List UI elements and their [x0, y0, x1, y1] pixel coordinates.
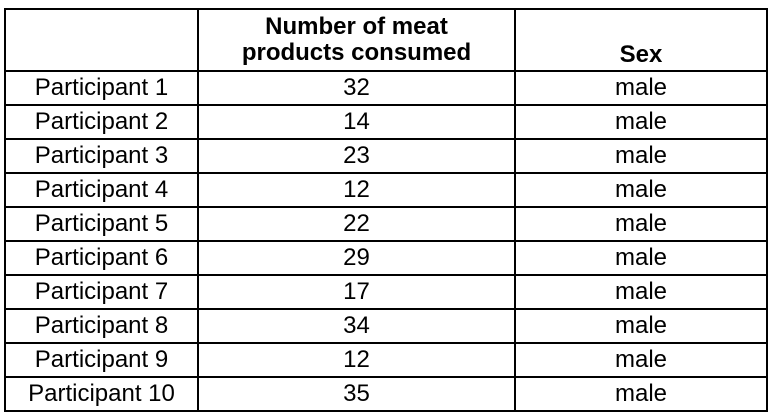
count-cell: 12	[197, 172, 516, 208]
participant-cell: Participant 8	[4, 308, 199, 344]
header-meat-products-line-1: Number of meat	[265, 13, 448, 40]
count-cell: 12	[197, 342, 516, 378]
header-meat-products: Number of meat products consumed	[197, 8, 516, 72]
sex-cell: male	[514, 206, 768, 242]
sex-cell: male	[514, 70, 768, 106]
sex-cell: male	[514, 138, 768, 174]
sex-cell: male	[514, 342, 768, 378]
table-row: Participant 7 17 male	[4, 274, 768, 310]
count-cell: 32	[197, 70, 516, 106]
header-row: Number of meat products consumed Sex	[4, 8, 768, 72]
participant-cell: Participant 3	[4, 138, 199, 174]
participant-cell: Participant 6	[4, 240, 199, 276]
table-row: Participant 4 12 male	[4, 172, 768, 208]
participant-cell: Participant 1	[4, 70, 199, 106]
count-cell: 14	[197, 104, 516, 140]
sex-cell: male	[514, 308, 768, 344]
table-row: Participant 5 22 male	[4, 206, 768, 242]
participant-cell: Participant 7	[4, 274, 199, 310]
participant-cell: Participant 2	[4, 104, 199, 140]
table-row: Participant 1 32 male	[4, 70, 768, 106]
header-meat-products-line-2: products consumed	[241, 39, 472, 66]
table-row: Participant 2 14 male	[4, 104, 768, 140]
participant-cell: Participant 9	[4, 342, 199, 378]
header-empty	[4, 8, 199, 72]
participant-cell: Participant 4	[4, 172, 199, 208]
table-row: Participant 8 34 male	[4, 308, 768, 344]
table-row: Participant 10 35 male	[4, 376, 768, 412]
sex-cell: male	[514, 274, 768, 310]
table-row: Participant 6 29 male	[4, 240, 768, 276]
count-cell: 35	[197, 376, 516, 412]
count-cell: 23	[197, 138, 516, 174]
count-cell: 22	[197, 206, 516, 242]
header-sex: Sex	[514, 8, 768, 72]
participant-cell: Participant 10	[4, 376, 199, 412]
participant-cell: Participant 5	[4, 206, 199, 242]
sex-cell: male	[514, 172, 768, 208]
sex-cell: male	[514, 240, 768, 276]
sex-cell: male	[514, 376, 768, 412]
count-cell: 34	[197, 308, 516, 344]
data-table: Number of meat products consumed Sex Par…	[4, 8, 768, 412]
sex-cell: male	[514, 104, 768, 140]
table-row: Participant 3 23 male	[4, 138, 768, 174]
count-cell: 17	[197, 274, 516, 310]
table-row: Participant 9 12 male	[4, 342, 768, 378]
count-cell: 29	[197, 240, 516, 276]
